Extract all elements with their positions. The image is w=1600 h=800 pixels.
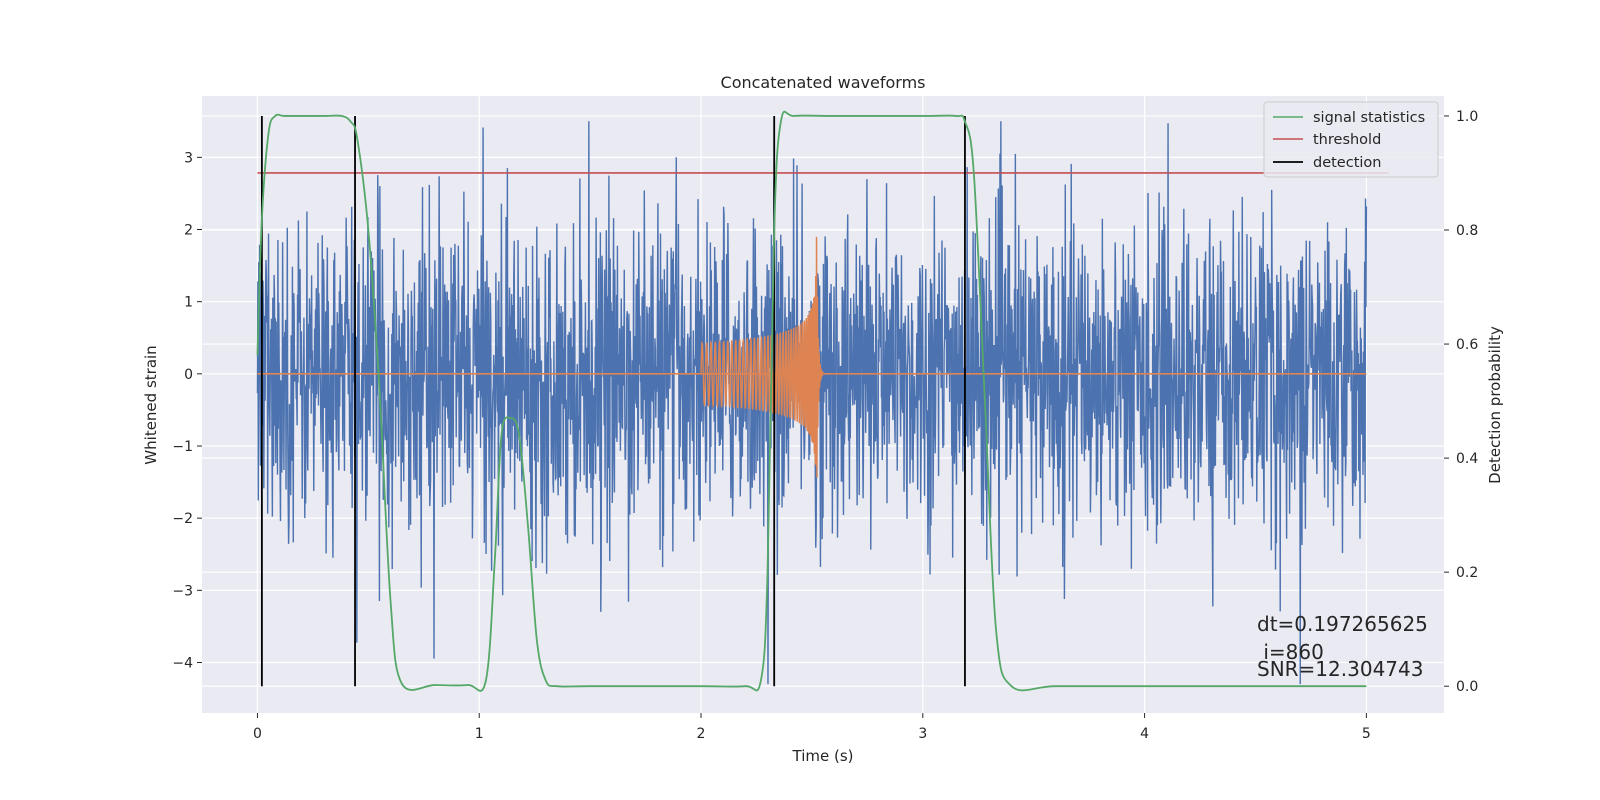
y-tick-label: 2 — [184, 223, 193, 239]
y-tick-label: −4 — [172, 655, 193, 671]
y2-tick-label: 0.0 — [1456, 679, 1478, 695]
y2-axis-label: Detection probability — [1486, 326, 1504, 484]
y2-tick-label: 0.6 — [1456, 337, 1478, 353]
x-tick-label: 5 — [1362, 726, 1371, 742]
annotation-index: i=860 — [1257, 640, 1324, 664]
x-tick-label: 3 — [918, 726, 927, 742]
y-tick-label: 3 — [184, 150, 193, 166]
y-axis-label: Whitened strain — [142, 345, 160, 464]
injection-trace — [700, 236, 824, 478]
y-tick-label: −3 — [172, 583, 193, 599]
legend-label-detection: detection — [1313, 155, 1381, 171]
y2-tick-label: 0.2 — [1456, 565, 1478, 581]
injection-series — [257, 236, 1367, 478]
annotation-dt: dt=0.197265625 — [1257, 612, 1428, 636]
y2-tick-label: 0.4 — [1456, 451, 1478, 467]
legend: signal statistics threshold detection — [1263, 101, 1439, 178]
x-axis-label: Time (s) — [792, 747, 854, 765]
signal-statistics-line — [256, 110, 1367, 692]
y-tick-label: 0 — [184, 367, 193, 383]
x-tick-label: 2 — [697, 726, 706, 742]
legend-label-threshold: threshold — [1313, 132, 1381, 148]
y-tick-label: 1 — [184, 295, 193, 311]
annotation-snr: SNR=12.304743 — [1257, 657, 1423, 681]
x-tick-label: 1 — [475, 726, 484, 742]
detection-series-layer — [256, 110, 1389, 692]
y2-tick-label: 1.0 — [1456, 109, 1478, 125]
legend-label-signal-statistics: signal statistics — [1313, 110, 1425, 126]
y-tick-label: −2 — [172, 511, 193, 527]
x-tick-label: 4 — [1140, 726, 1149, 742]
chart-title: Concatenated waveforms — [721, 73, 926, 92]
y2-tick-label: 0.8 — [1456, 223, 1478, 239]
y-tick-label: −1 — [172, 439, 193, 455]
axes-layer: 0 1 2 3 4 5 −4 −3 −2 −1 0 1 2 3 0.0 0.2 0.4 0.6 0.8 1.0 — [172, 109, 1478, 742]
x-tick-label: 0 — [253, 726, 262, 742]
legend-box — [1263, 101, 1439, 178]
